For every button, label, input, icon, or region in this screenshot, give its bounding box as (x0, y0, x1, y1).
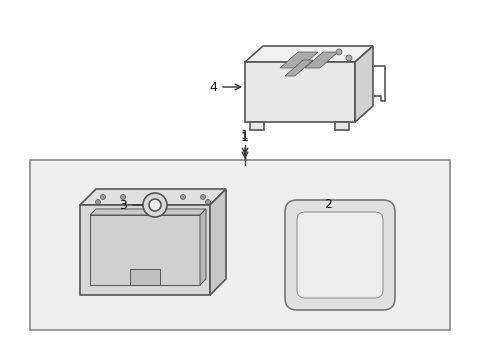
Circle shape (149, 199, 161, 211)
Polygon shape (245, 62, 355, 122)
Circle shape (96, 199, 100, 204)
Circle shape (205, 199, 211, 204)
Circle shape (336, 49, 342, 55)
Text: 2: 2 (324, 198, 332, 211)
Circle shape (143, 193, 167, 217)
Text: 3: 3 (119, 198, 127, 212)
Circle shape (150, 194, 155, 199)
Polygon shape (210, 189, 226, 295)
Text: 4: 4 (209, 81, 217, 94)
Polygon shape (245, 46, 373, 62)
FancyBboxPatch shape (297, 212, 383, 298)
Circle shape (200, 194, 205, 199)
Bar (30, 160, 450, 330)
Circle shape (180, 194, 186, 199)
Polygon shape (200, 209, 206, 285)
Polygon shape (285, 60, 313, 76)
Polygon shape (305, 52, 338, 68)
Polygon shape (80, 189, 226, 205)
Polygon shape (250, 122, 264, 130)
Circle shape (121, 194, 125, 199)
Polygon shape (355, 46, 373, 122)
Polygon shape (335, 122, 349, 130)
Polygon shape (80, 205, 210, 295)
FancyBboxPatch shape (285, 200, 395, 310)
Polygon shape (90, 215, 200, 285)
Circle shape (346, 55, 352, 61)
Polygon shape (90, 209, 206, 215)
Circle shape (100, 194, 105, 199)
Text: 1: 1 (241, 129, 249, 142)
Polygon shape (280, 52, 318, 68)
Bar (130, 269, 160, 285)
Text: 1: 1 (241, 131, 249, 144)
